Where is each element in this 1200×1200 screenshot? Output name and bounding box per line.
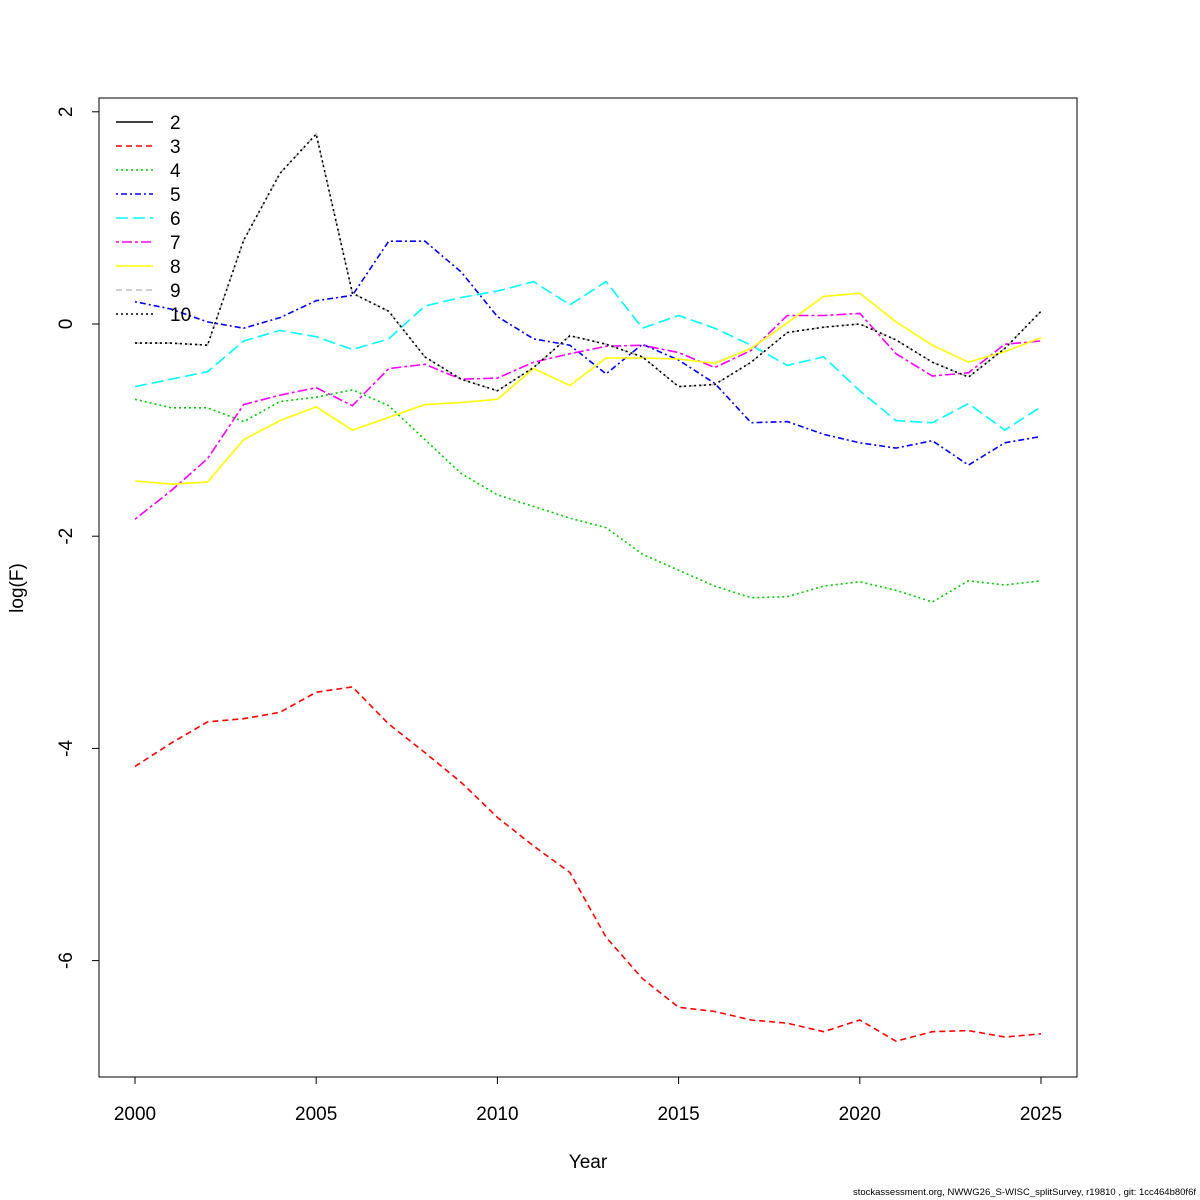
series-lines [134, 132, 1042, 1043]
x-tick-label: 2015 [657, 1104, 699, 1125]
legend: 2 3 4 5 6 7 8 9 10 [116, 113, 191, 326]
x-axis-label: Year [569, 1152, 608, 1173]
legend-label: 10 [170, 305, 191, 326]
series-line-10 [135, 132, 1042, 392]
y-tick-label: 0 [56, 319, 77, 330]
series-line-3 [134, 686, 1042, 1043]
x-tick-label: 2010 [476, 1104, 518, 1125]
legend-label: 8 [170, 257, 181, 278]
y-tick-label: -2 [56, 528, 77, 545]
legend-label: 4 [170, 161, 181, 182]
legend-label: 7 [170, 233, 181, 254]
x-tick-label: 2025 [1020, 1104, 1062, 1125]
x-axis: 2000 2005 2010 2015 2020 2025 [114, 1076, 1062, 1125]
series-line-8 [134, 292, 1042, 486]
legend-label: 2 [170, 113, 181, 134]
x-tick-label: 2020 [839, 1104, 881, 1125]
y-axis-label: log(F) [7, 563, 28, 613]
y-axis: -6 -4 -2 0 2 [56, 107, 100, 969]
y-tick-label: -4 [56, 740, 77, 757]
y-tick-label: 2 [56, 107, 77, 118]
legend-label: 6 [170, 209, 181, 230]
footer-caption: stockassessment.org, NWWG26_S-WISC_split… [852, 1187, 1196, 1198]
series-line-5 [134, 240, 1042, 467]
series-line-4 [134, 388, 1042, 603]
y-tick-label: -6 [56, 952, 77, 969]
x-tick-label: 2000 [114, 1104, 156, 1125]
x-tick-label: 2005 [295, 1104, 337, 1125]
legend-label: 9 [170, 281, 181, 302]
plot-frame [98, 97, 1078, 1078]
series-line-6 [134, 280, 1042, 432]
series-line-9 [135, 132, 1042, 392]
series-line-7 [134, 312, 1042, 520]
legend-label: 3 [170, 137, 181, 158]
legend-label: 5 [170, 185, 181, 206]
